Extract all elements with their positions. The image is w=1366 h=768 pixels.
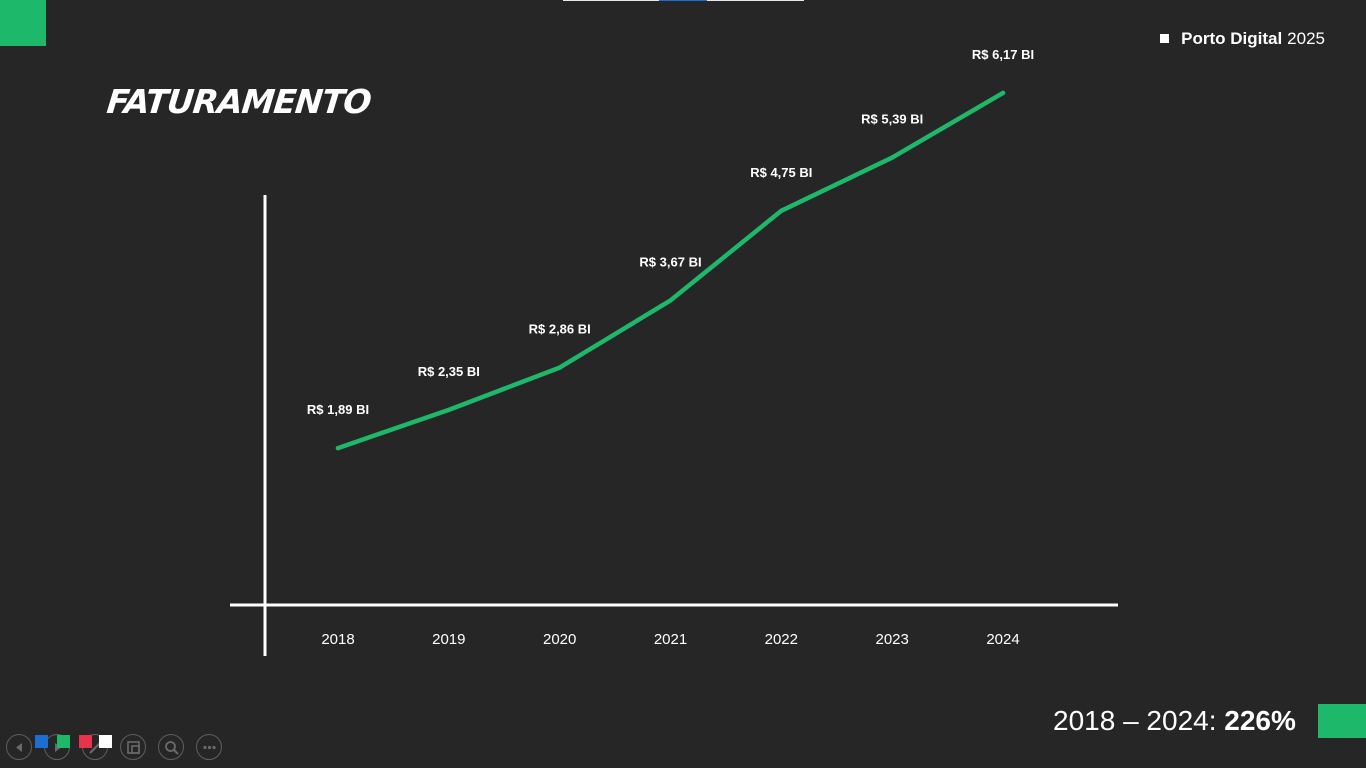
data-point — [779, 208, 784, 213]
chart-x-tick-labels: 2018 2019 2020 2021 2022 2023 2024 — [321, 631, 1019, 648]
previous-button[interactable] — [6, 734, 32, 760]
data-point — [446, 407, 451, 413]
data-label: R$ 2,35 BI — [418, 364, 480, 379]
brand-square-icon — [1160, 33, 1170, 43]
growth-summary: 2018 – 2024: 226% — [1053, 704, 1296, 738]
data-point — [1000, 90, 1006, 96]
x-tick-label: 2019 — [432, 631, 465, 648]
x-tick-label: 2020 — [543, 631, 576, 648]
chart-data-labels: R$ 1,89 BI R$ 2,35 BI R$ 2,86 BI R$ 3,67 BI… — [307, 47, 1034, 417]
data-label: R$ 4,75 BI — [750, 165, 812, 180]
data-label: R$ 6,17 BI — [972, 47, 1034, 62]
growth-period: 2018 – 2024: — [1053, 705, 1225, 736]
x-tick-label: 2018 — [321, 631, 354, 648]
more-icon — [203, 745, 216, 750]
corner-accent-bottom-right — [1318, 704, 1366, 738]
data-point — [668, 298, 673, 303]
blue-swatch-icon[interactable] — [35, 735, 48, 748]
brand-year: 2025 — [1287, 29, 1325, 48]
red-swatch-icon[interactable] — [79, 735, 92, 748]
growth-value: 226% — [1224, 705, 1296, 736]
slides-icon — [127, 741, 140, 754]
data-point — [890, 155, 895, 160]
slides-button[interactable] — [120, 734, 146, 760]
x-tick-label: 2022 — [765, 631, 798, 648]
data-label: R$ 1,89 BI — [307, 402, 369, 417]
chart-series — [335, 90, 1006, 451]
data-label: R$ 3,67 BI — [639, 254, 701, 269]
x-tick-label: 2023 — [876, 631, 909, 648]
x-tick-label: 2021 — [654, 631, 687, 648]
top-strip-highlight — [659, 0, 707, 1]
zoom-icon — [165, 741, 179, 755]
data-point — [335, 445, 341, 451]
data-label: R$ 2,86 BI — [529, 322, 591, 337]
corner-accent-top-left — [0, 0, 46, 46]
data-label: R$ 5,39 BI — [861, 112, 923, 127]
brand-name: Porto Digital — [1181, 29, 1283, 48]
white-swatch-icon[interactable] — [99, 735, 112, 748]
series-line — [335, 90, 1006, 451]
slideshow-controls — [4, 734, 226, 764]
x-tick-label: 2024 — [986, 631, 1019, 648]
pen-icon — [89, 742, 101, 754]
green-swatch-icon[interactable] — [57, 735, 70, 748]
more-button[interactable] — [196, 734, 222, 760]
brand: Porto Digital 2025 — [1160, 29, 1325, 49]
data-point — [557, 365, 562, 370]
previous-icon — [16, 743, 22, 752]
zoom-button[interactable] — [158, 734, 184, 760]
